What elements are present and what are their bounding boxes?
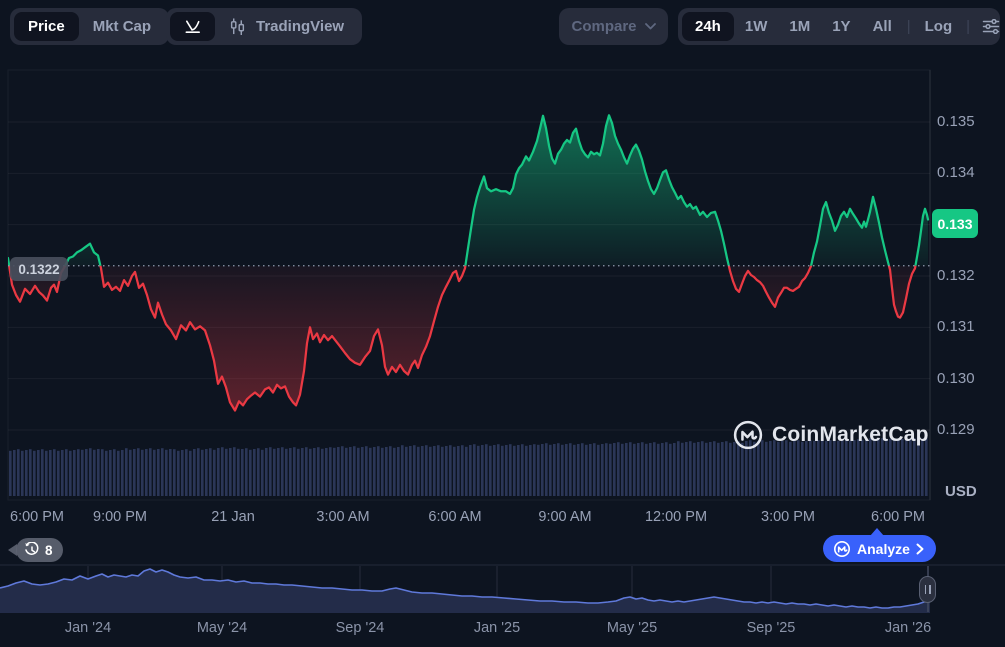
history-clock-icon — [25, 542, 39, 555]
range-24h[interactable]: 24h — [682, 12, 734, 41]
area-below-baseline — [9, 265, 916, 411]
x-axis-tick: 9:00 PM — [93, 509, 147, 525]
tradingview-label[interactable]: TradingView — [256, 18, 345, 35]
metric-toggle: Price Mkt Cap — [10, 8, 170, 45]
cmc-logo-icon — [733, 420, 763, 450]
log-scale-toggle[interactable]: Log — [924, 18, 953, 35]
minimap-axis-tick: Jan '25 — [473, 620, 521, 636]
mktcap-tab[interactable]: Mkt Cap — [92, 18, 152, 35]
line-chart-type-button[interactable] — [170, 12, 215, 41]
range-1w[interactable]: 1W — [744, 18, 768, 35]
price-tab-label: Price — [28, 18, 65, 35]
x-axis-tick: 9:00 AM — [538, 509, 592, 525]
baseline-price-badge: 0.1322 — [10, 257, 68, 281]
range-1m[interactable]: 1M — [789, 18, 811, 35]
range-all[interactable]: All — [872, 18, 892, 35]
chart-settings-button[interactable] — [974, 19, 1005, 34]
minimap-axis-tick: May '24 — [196, 620, 248, 636]
y-axis-tick: 0.129 — [937, 420, 975, 438]
y-axis-tick: 0.135 — [937, 113, 975, 130]
minimap-axis-tick: Jan '26 — [884, 620, 932, 636]
x-axis-tick: 6:00 AM — [428, 509, 482, 525]
minimap-area[interactable] — [0, 569, 930, 613]
price-tab[interactable]: Price — [14, 12, 79, 41]
plot-border — [7, 69, 931, 501]
y-axis-unit: USD — [945, 483, 977, 500]
y-axis-tick: 0.132 — [937, 266, 975, 284]
y-axis-tick: 0.134 — [937, 164, 975, 182]
y-axis-tick: 0.131 — [937, 318, 975, 336]
analyze-button[interactable]: Analyze — [823, 528, 936, 562]
minimap-axis-tick: May '25 — [606, 620, 658, 636]
x-axis-tick: 6:00 PM — [871, 509, 925, 525]
compare-label: Compare — [571, 18, 637, 35]
candlestick-icon — [230, 18, 245, 35]
x-axis-tick: 3:00 PM — [761, 509, 815, 525]
time-range-selector: 24h 1W 1M 1Y All | Log | — [678, 8, 1000, 45]
chevron-right-icon — [916, 543, 924, 554]
minimap-axis-tick: Jan '24 — [64, 620, 112, 636]
watermark-text: CoinMarketCap — [772, 423, 929, 446]
range-24h-label: 24h — [695, 18, 721, 35]
divider: | — [966, 18, 971, 35]
minimap-axis-tick: Sep '24 — [335, 620, 385, 636]
coinmarketcap-watermark: CoinMarketCap — [733, 420, 929, 450]
area-above-baseline — [8, 115, 928, 266]
chevron-down-icon — [644, 23, 656, 30]
chart-type-toggle: TradingView — [166, 8, 363, 45]
analyze-button-tail — [870, 528, 884, 536]
volume-bars — [9, 437, 928, 496]
minimap-axis-tick: Sep '25 — [746, 620, 796, 636]
cmc-logo-icon — [833, 540, 851, 557]
x-axis-tick: 21 Jan — [211, 509, 255, 525]
current-price-badge: 0.133 — [932, 209, 978, 238]
tradingview-toggle[interactable] — [215, 17, 252, 36]
sliders-icon — [982, 19, 1000, 34]
x-axis-tick: 3:00 AM — [316, 509, 370, 525]
compare-button[interactable]: Compare — [559, 8, 668, 45]
history-badge-tail — [8, 544, 17, 556]
analyze-label: Analyze — [857, 540, 910, 557]
divider: | — [906, 18, 911, 35]
minimap-line — [0, 568, 931, 609]
x-axis-tick: 12:00 PM — [644, 509, 708, 525]
history-count: 8 — [45, 542, 53, 558]
history-badge[interactable]: 8 — [8, 538, 63, 562]
price-line-green — [8, 114, 930, 266]
line-chart-icon — [185, 20, 200, 34]
price-line-red — [8, 265, 917, 412]
x-axis-tick: 6:00 PM — [10, 509, 64, 525]
range-slider-handle[interactable] — [919, 576, 936, 603]
range-1y[interactable]: 1Y — [832, 18, 851, 35]
y-axis-tick: 0.130 — [937, 369, 975, 387]
